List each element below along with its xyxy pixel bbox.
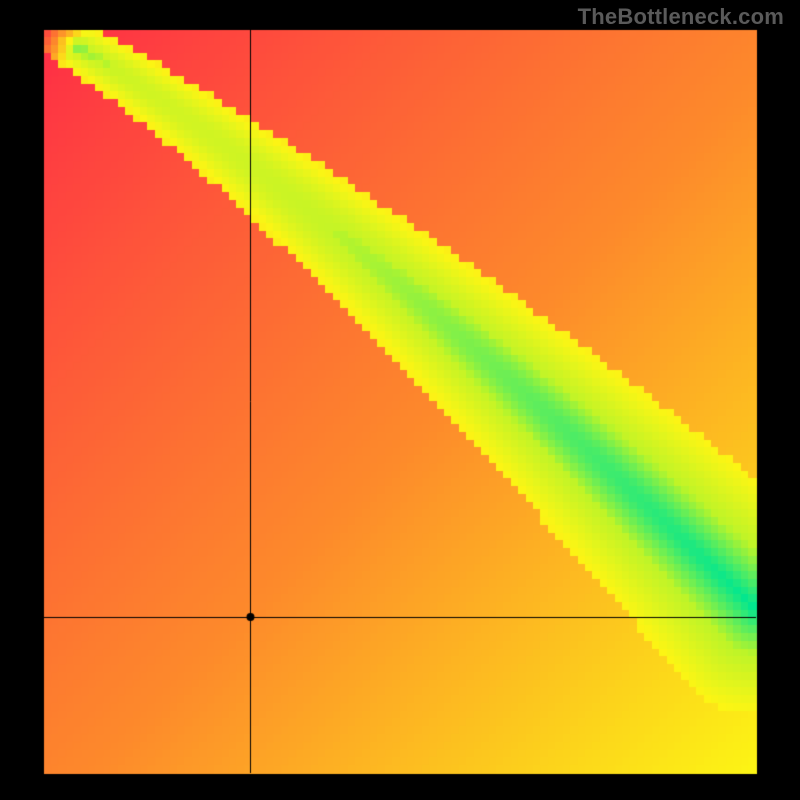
watermark-text: TheBottleneck.com xyxy=(578,4,784,30)
chart-container: TheBottleneck.com xyxy=(0,0,800,800)
heatmap-canvas xyxy=(0,0,800,800)
